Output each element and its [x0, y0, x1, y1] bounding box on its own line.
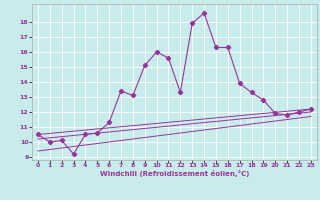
X-axis label: Windchill (Refroidissement éolien,°C): Windchill (Refroidissement éolien,°C) — [100, 170, 249, 177]
